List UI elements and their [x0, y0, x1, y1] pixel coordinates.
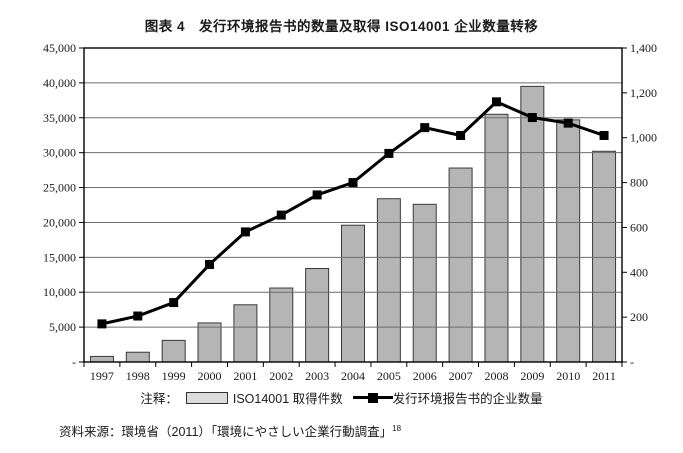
legend-bar-label: ISO14001 取得件数 — [232, 392, 343, 406]
x-axis-label: 2007 — [449, 369, 473, 383]
bar-1998 — [125, 351, 150, 363]
bar-2001 — [233, 304, 258, 363]
x-axis-label: 1997 — [90, 369, 114, 383]
line-marker-1997 — [97, 319, 107, 329]
line-marker-2005 — [384, 148, 394, 158]
chart-title: 图表 4 发行环境报告书的数量及取得 ISO14001 企业数量转移 — [144, 19, 539, 34]
plot-border — [83, 47, 623, 363]
line-marker-2001 — [240, 227, 250, 237]
legend-line-label: 发行环境报告书的企业数量 — [392, 392, 543, 406]
bar-2011 — [592, 150, 617, 363]
bar-2005 — [376, 198, 401, 363]
x-axis-label: 2000 — [198, 369, 222, 383]
bar-1999 — [161, 339, 186, 363]
chart-legend: 注释： ISO14001 取得件数 发行环境报告书的企业数量 — [0, 388, 683, 407]
line-marker-2008 — [491, 97, 501, 107]
line-marker-2004 — [348, 178, 358, 188]
line-marker-1998 — [133, 311, 143, 321]
left-axis-label: 10,000 — [43, 285, 76, 299]
source-prefix: 资料来源： — [59, 425, 122, 439]
x-axis-label: 2005 — [377, 369, 401, 383]
bar-2010 — [556, 119, 581, 363]
bar-2009 — [520, 85, 545, 363]
x-axis-label: 2008 — [484, 369, 508, 383]
line-marker-2009 — [527, 113, 537, 123]
bar-2006 — [412, 203, 437, 363]
line-marker-2011 — [599, 130, 609, 140]
x-axis-label: 1998 — [126, 369, 150, 383]
line-series-marker-icon — [352, 396, 393, 399]
left-axis-label: 45,000 — [43, 41, 76, 55]
x-axis-label: 2001 — [233, 369, 257, 383]
left-axis-label: 15,000 — [43, 250, 76, 264]
source-note: 资料来源：環境省（2011）「環境にやさしい企業行動調査」18 — [59, 421, 401, 440]
left-axis-label: 40,000 — [43, 76, 76, 90]
combo-chart: - 5,000 10,000 15,000 20,000 25,000 30,000 35,0… — [43, 41, 657, 383]
x-axis-label: 2006 — [413, 369, 437, 383]
left-axis-label: 25,000 — [43, 181, 76, 195]
x-axis-label: 2009 — [520, 369, 544, 383]
x-axis-label: 2011 — [592, 369, 616, 383]
left-axis-label: 35,000 — [43, 111, 76, 125]
line-marker-2007 — [456, 130, 466, 140]
right-axis-label: - — [630, 355, 634, 369]
x-axis-label: 2002 — [269, 369, 293, 383]
line-marker-2006 — [420, 123, 430, 133]
bar-2000 — [197, 322, 222, 363]
bar-2004 — [341, 224, 365, 363]
right-axis-label: 1,200 — [630, 86, 657, 100]
x-axis-label: 2003 — [305, 369, 329, 383]
bar-1997 — [89, 355, 114, 363]
line-marker-2000 — [205, 259, 215, 269]
right-axis-label: 400 — [630, 265, 648, 279]
left-axis-label: 20,000 — [43, 215, 76, 229]
right-axis-label: 200 — [630, 310, 648, 324]
x-axis-label: 2004 — [341, 369, 365, 383]
bar-2002 — [269, 287, 294, 363]
right-axis-label: 1,000 — [630, 131, 657, 145]
bar-2008 — [484, 113, 509, 363]
x-axis-label: 2010 — [556, 369, 580, 383]
bar-series-swatch-icon — [185, 391, 228, 404]
left-axis-label: 30,000 — [43, 146, 76, 160]
line-marker-1999 — [169, 298, 179, 308]
left-axis-label: 5,000 — [49, 320, 76, 334]
source-text: 環境省（2011）「環境にやさしい企業行動調査」 — [121, 425, 393, 439]
source-footnote-ref: 18 — [392, 423, 402, 433]
left-axis-label: - — [72, 355, 76, 369]
right-axis-label: 800 — [630, 176, 648, 190]
bar-2007 — [448, 167, 473, 363]
line-marker-2010 — [563, 118, 573, 128]
bar-2003 — [305, 267, 330, 363]
right-axis-label: 600 — [630, 220, 648, 234]
line-marker-2002 — [276, 210, 286, 220]
right-axis-label: 1,400 — [630, 41, 657, 55]
legend-prefix-label: 注释： — [140, 392, 178, 406]
x-axis-label: 1999 — [162, 369, 186, 383]
line-marker-2003 — [312, 190, 322, 200]
